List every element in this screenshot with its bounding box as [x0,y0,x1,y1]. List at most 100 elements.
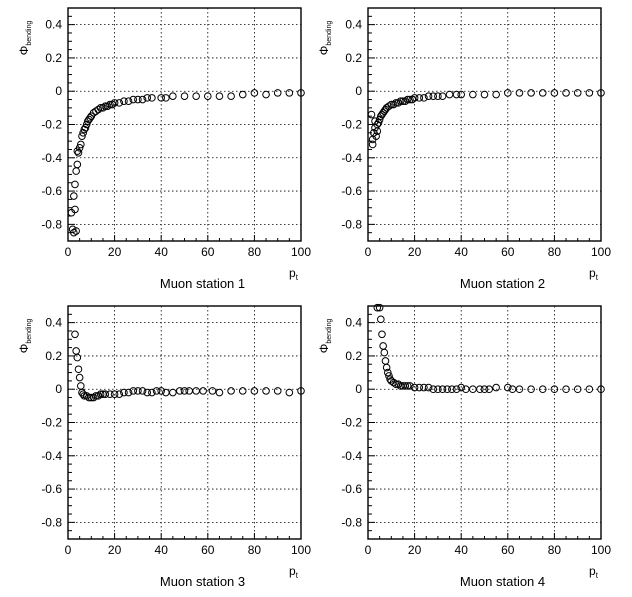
x-tick-label: 60 [201,543,215,557]
data-point [110,390,119,399]
x-axis-symbol: p [289,266,296,280]
data-point [106,100,114,109]
data-point [378,330,386,339]
data-point [285,388,294,397]
data-point [215,388,224,397]
data-point [527,385,535,394]
data-point [169,388,177,397]
data-point [379,342,387,350]
y-axis-label: Φbending [17,21,33,56]
data-point [457,90,466,99]
data-point [250,387,259,395]
y-tick-label: -0.2 [341,416,362,430]
data-point [73,353,82,362]
y-axis-label: Φbending [317,21,333,56]
plot-frame [67,305,302,540]
y-axis-subscript: bending [326,319,333,344]
y-axis-subscript: bending [26,319,33,344]
x-tick-label: 0 [365,245,372,259]
data-point [389,100,398,109]
panel-title: Muon station 3 [160,574,245,589]
data-point [420,383,428,392]
x-tick-label: 0 [65,543,72,557]
data-point [394,99,403,107]
data-point [382,363,391,372]
data-point [124,388,133,397]
data-point [227,92,235,101]
data-point [129,387,138,395]
plot-frame [67,7,302,242]
data-point [381,357,390,365]
data-point [527,89,535,97]
data-point [297,387,305,395]
y-axis-symbol: Φ [317,46,331,56]
data-point [538,385,547,394]
data-point [573,89,582,97]
data-point [94,392,103,400]
y-tick-label: 0 [355,84,362,98]
y-axis-subscript: bending [26,21,33,46]
data-point [143,388,152,397]
data-point [250,89,259,97]
data-point [367,110,376,119]
panel-title: Muon station 1 [160,276,245,291]
data-point [469,90,477,99]
data-point [185,387,193,395]
data-point [410,94,419,102]
data-point [80,392,89,400]
data-point [448,385,456,394]
y-axis-subscript: bending [326,21,333,46]
data-point [134,95,142,104]
x-tick-label: 40 [455,245,469,259]
data-point [429,92,438,101]
data-point [72,167,80,175]
data-point [597,385,605,394]
data-point [99,104,107,112]
y-tick-label: -0.4 [41,151,62,165]
data-point [262,90,270,99]
data-point [438,385,447,394]
chart-panel-1: 0 20 40 60 80 100 -0.8 -0.6 -0.4 -0.2 0 0.2 0.4 Φbend… [17,7,311,291]
data-point [373,303,382,312]
data-point [515,385,524,394]
data-point [238,387,247,395]
x-tick-label: 80 [248,245,262,259]
data-point [385,372,393,380]
data-point [368,140,377,149]
y-tick-label: 0 [55,382,62,396]
data-point [89,393,98,402]
data-point [480,385,489,394]
data-point [70,228,78,237]
data-point [492,90,500,99]
y-tick-label: -0.8 [41,217,62,231]
y-tick-label: -0.8 [41,515,62,529]
data-point [103,102,112,110]
data-point [75,373,84,382]
data-point [392,99,400,107]
data-point [180,387,189,395]
data-point [394,380,403,389]
data-point [399,97,407,105]
data-point [208,387,217,395]
data-point [227,387,235,395]
data-point [82,120,91,129]
data-point [157,94,165,102]
data-point [372,132,380,140]
data-point [115,99,124,107]
data-point [162,94,170,102]
data-point [401,97,410,105]
x-tick-label: 20 [408,245,422,259]
data-point [373,127,382,135]
y-tick-label: -0.4 [41,449,62,463]
data-point [192,92,200,101]
data-point [504,383,512,392]
data-point [169,92,177,101]
data-point [597,89,605,97]
data-point [73,160,82,169]
data-point [86,114,94,122]
y-tick-label: 0.4 [45,316,62,330]
data-point [110,99,119,107]
panels: 0 20 40 60 80 100 -0.8 -0.6 -0.4 -0.2 0 0.2 0.4 Φbend… [17,7,611,589]
data-point [562,385,570,394]
x-tick-label: 80 [548,245,562,259]
